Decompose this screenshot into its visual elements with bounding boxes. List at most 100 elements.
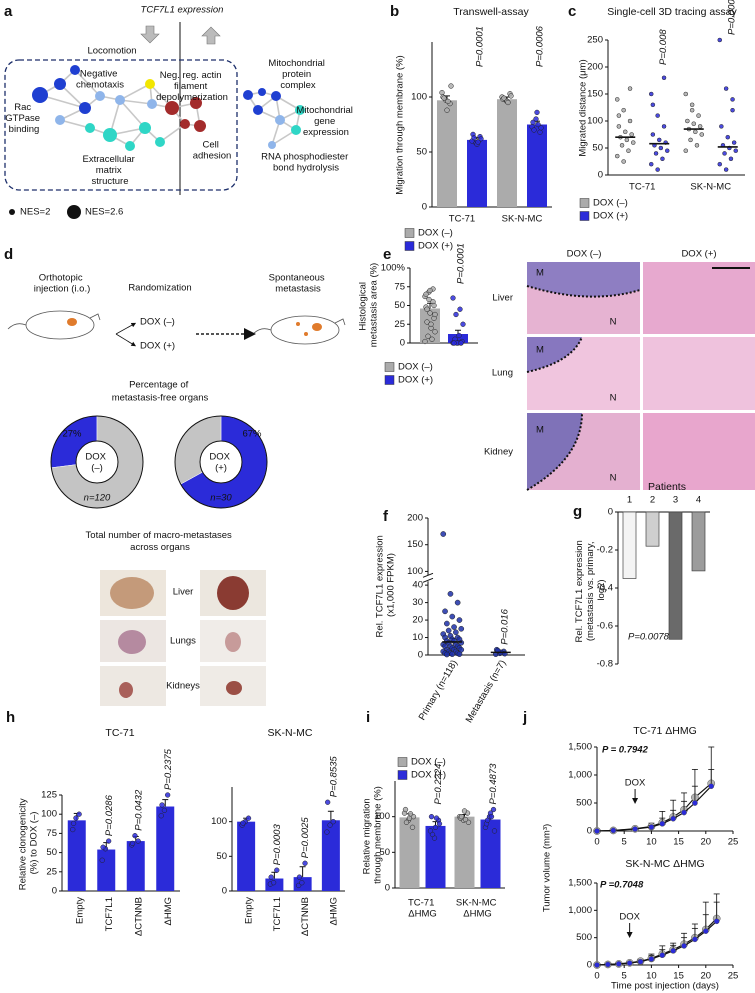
y-tick-label: 100 bbox=[211, 816, 227, 827]
data-point bbox=[444, 620, 450, 627]
column-label: DOX (–) bbox=[567, 249, 602, 260]
legend-swatch bbox=[397, 770, 408, 780]
y-tick-label: -0.2 bbox=[597, 545, 613, 556]
data-point bbox=[302, 860, 308, 866]
data-point bbox=[629, 132, 634, 137]
y-tick-label: 25 bbox=[394, 319, 405, 330]
data-point bbox=[475, 139, 481, 145]
y-tick-label: 0 bbox=[52, 886, 57, 897]
y-tick-label: 1,500 bbox=[568, 878, 592, 889]
network-node bbox=[85, 123, 95, 133]
legend-label: DOX (–) bbox=[398, 362, 433, 373]
x-axis-label: Time post injection (days) bbox=[611, 981, 719, 992]
organ-label: Kidneys bbox=[166, 681, 200, 692]
data-point bbox=[693, 129, 698, 135]
data-point bbox=[161, 807, 168, 814]
p-value: P=0.0006 bbox=[535, 25, 546, 67]
network-node bbox=[115, 95, 125, 105]
data-point bbox=[432, 311, 438, 318]
chart-title: Patients bbox=[648, 481, 686, 493]
y-tick-label: 75 bbox=[394, 281, 405, 292]
donut-caption: Total number of macro-metastases across … bbox=[86, 530, 235, 553]
series-marker bbox=[605, 961, 611, 968]
photo bbox=[100, 666, 166, 706]
data-point bbox=[423, 291, 429, 297]
y-tick-label: 0 bbox=[587, 960, 592, 971]
chart-title: Transwell-assay bbox=[453, 6, 529, 18]
y-axis-label-line: (x1,000 FPKM) bbox=[385, 553, 396, 617]
term-label-line: Mitochondrial bbox=[268, 58, 327, 69]
data-point bbox=[456, 617, 463, 623]
n-label: n=120 bbox=[84, 493, 111, 504]
data-point bbox=[445, 98, 451, 105]
y-tick-label: 30 bbox=[412, 597, 423, 608]
series-marker bbox=[659, 952, 666, 959]
data-point bbox=[409, 824, 416, 831]
bar bbox=[497, 99, 517, 207]
legend-swatch bbox=[579, 198, 590, 208]
term-label-line: binding bbox=[9, 124, 40, 135]
term-label: Extracellular matrix structure bbox=[83, 154, 138, 187]
data-point bbox=[407, 811, 414, 817]
chart-title: Single-cell 3D tracing assay bbox=[607, 6, 737, 18]
data-point bbox=[245, 815, 252, 821]
y-tick-label: 100 bbox=[41, 809, 57, 820]
arrow bbox=[115, 322, 137, 335]
y-tick-label: 0 bbox=[418, 650, 423, 661]
data-point bbox=[624, 137, 630, 143]
term-label-line: Negative bbox=[80, 68, 120, 79]
y-tick-label: 150 bbox=[407, 539, 423, 550]
metastasis bbox=[296, 322, 300, 326]
metastasis bbox=[304, 332, 308, 336]
network-node bbox=[32, 87, 48, 103]
arm-label: DOX (–) bbox=[140, 317, 175, 328]
y-tick-label: 500 bbox=[576, 798, 592, 809]
p-value: P = 0.7942 bbox=[602, 745, 649, 756]
data-point bbox=[444, 651, 450, 658]
data-point bbox=[530, 119, 536, 125]
network-node bbox=[54, 78, 66, 90]
bar bbox=[622, 511, 637, 579]
network-edge bbox=[119, 99, 146, 129]
x-tick-label: SK-N-MC ΔHMG bbox=[456, 897, 499, 919]
image bbox=[643, 262, 755, 334]
series-line bbox=[596, 918, 718, 966]
network-node bbox=[253, 105, 263, 115]
data-point bbox=[626, 148, 631, 153]
y-tick-label: 125 bbox=[41, 790, 57, 801]
column-label: DOX (+) bbox=[681, 249, 716, 260]
legend-label: DOX (–) bbox=[593, 198, 628, 209]
y-axis-label-line: Rel. TCF7L1 expression bbox=[374, 533, 385, 638]
p-value: P=0.0001 bbox=[726, 0, 737, 35]
y-axis-label: Migrated distance (μm) bbox=[578, 59, 589, 156]
series-marker bbox=[648, 956, 655, 962]
series-marker bbox=[692, 936, 698, 943]
y-tick-label: 1,000 bbox=[568, 905, 592, 916]
term-label-line: Mitochondrial bbox=[296, 105, 355, 116]
y-axis-label: Rel. TCF7L1 expression (metastasis vs. p… bbox=[574, 538, 607, 643]
legend-swatch bbox=[384, 375, 395, 385]
x-tick-label-line: TC-71 bbox=[408, 897, 437, 908]
data-point bbox=[458, 340, 464, 346]
boundary bbox=[526, 412, 583, 491]
donut-rim bbox=[50, 415, 144, 509]
y-tick-label: 0 bbox=[385, 883, 390, 894]
network-node bbox=[180, 119, 190, 129]
data-point bbox=[402, 806, 409, 813]
series-line bbox=[596, 920, 718, 966]
data-point bbox=[461, 808, 468, 814]
data-point bbox=[650, 132, 656, 137]
y-axis-label-line: Histological bbox=[357, 279, 368, 330]
y-tick-label: -0.8 bbox=[597, 659, 613, 670]
x-tick-label-line: ΔHMG bbox=[408, 908, 437, 919]
y-tick-label: 0 bbox=[587, 826, 592, 837]
data-point bbox=[296, 874, 303, 880]
data-point bbox=[728, 156, 734, 162]
y-tick-label: 50 bbox=[379, 847, 390, 858]
y-tick-label: 50 bbox=[46, 847, 57, 858]
term-label: Mitochondrial gene expression bbox=[296, 105, 355, 138]
data-point bbox=[723, 167, 729, 172]
term-label: Neg. reg. actin filament depolymerizatio… bbox=[156, 70, 228, 103]
center-label-line: (+) bbox=[215, 462, 227, 473]
